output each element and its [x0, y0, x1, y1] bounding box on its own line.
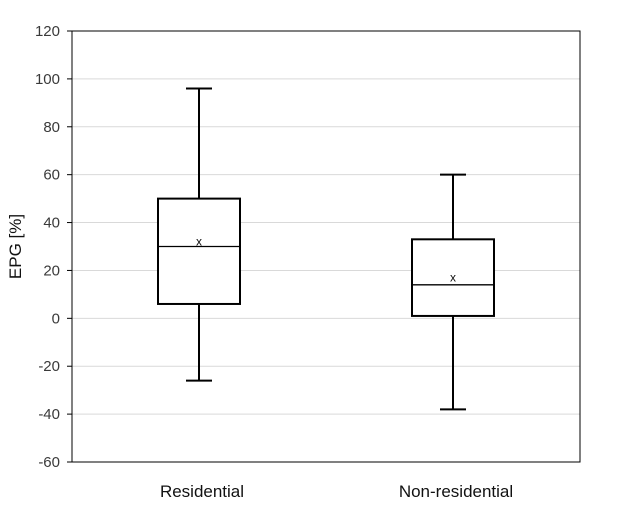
y-tick-label: 60: [43, 167, 60, 184]
y-tick-label: 0: [52, 310, 60, 327]
y-tick-label: 40: [43, 215, 60, 232]
mean-marker: x: [196, 235, 202, 249]
gridlines: [72, 78, 580, 415]
box-non-residential: x Non-residential: [399, 173, 513, 501]
box-residential: x Residential: [157, 87, 244, 501]
y-axis: -60 -40 -20 0 20 40 60 80 100 120: [35, 23, 72, 471]
plot-area-frame: [71, 30, 581, 463]
iqr-box: [157, 197, 241, 305]
iqr-box: [411, 238, 495, 317]
x-category-label: Residential: [160, 482, 244, 501]
mean-marker: x: [450, 271, 456, 285]
x-category-label: Non-residential: [399, 482, 513, 501]
y-tick-label: -40: [38, 406, 60, 423]
y-tick-label: -60: [38, 454, 60, 471]
box-series: x Residential x Non-residential: [157, 87, 513, 501]
y-tick-label: -20: [38, 358, 60, 375]
y-tick-label: 100: [35, 71, 60, 88]
y-tick-label: 120: [35, 23, 60, 40]
y-axis-title: EPG [%]: [6, 214, 25, 279]
y-tick-label: 20: [43, 262, 60, 279]
y-tick-label: 80: [43, 119, 60, 136]
